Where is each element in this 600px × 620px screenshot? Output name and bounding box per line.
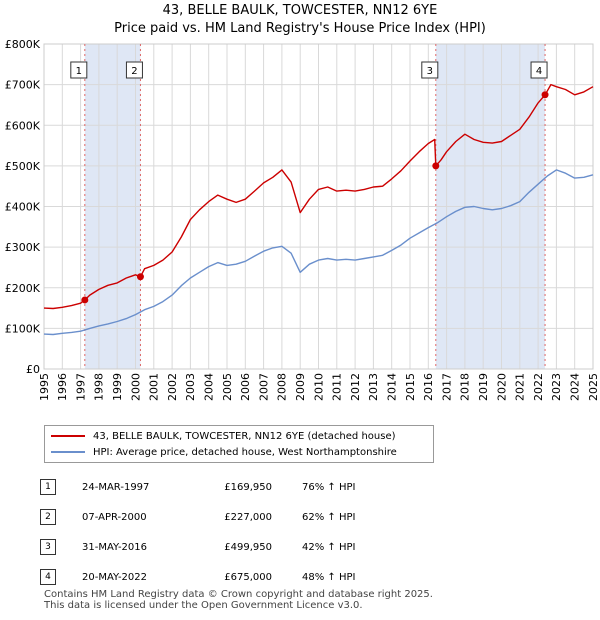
x-tick-label: 2019 (477, 373, 490, 401)
chart-title: 43, BELLE BAULK, TOWCESTER, NN12 6YE Pri… (0, 2, 600, 38)
x-tick-label: 2011 (331, 373, 344, 401)
x-tick-label: 2008 (276, 373, 289, 401)
x-tick-label: 2023 (550, 373, 563, 401)
sale-label-number: 2 (131, 66, 137, 77)
sale-label-box (125, 61, 143, 79)
x-tick-label: 2015 (404, 373, 417, 401)
footer: Contains HM Land Registry data © Crown c… (44, 589, 433, 611)
price-chart: £0 £100K £200K £300K £400K £500K £600K £700K £80… (5, 38, 600, 401)
y-tick-label: £400K (5, 201, 41, 214)
y-tick-label: £500K (5, 160, 41, 173)
x-tick-label: 2025 (587, 373, 600, 401)
sales-table: 1 24-MAR-1997 £169,950 76% ↑ HPI 2 07-AP… (40, 472, 392, 592)
y-tick-label: £200K (5, 282, 41, 295)
sale-hpi-change: 62% ↑ HPI (302, 511, 356, 523)
table-row: 1 24-MAR-1997 £169,950 76% ↑ HPI (40, 472, 392, 502)
table-row: 2 07-APR-2000 £227,000 62% ↑ HPI (40, 502, 392, 532)
legend-swatch-hpi (51, 451, 85, 453)
sale-price: £675,000 (224, 571, 272, 583)
x-tick-label: 2001 (148, 373, 161, 401)
footer-copyright: Contains HM Land Registry data © Crown c… (44, 589, 433, 600)
title-line-2: Price paid vs. HM Land Registry's House … (114, 21, 486, 36)
sale-date: 24-MAR-1997 (82, 481, 150, 493)
x-tick-label: 2017 (440, 373, 453, 401)
legend-item-hpi: HPI: Average price, detached house, West… (51, 444, 397, 460)
x-tick-label: 2018 (459, 373, 472, 401)
x-tick-label: 2007 (257, 373, 270, 401)
legend-item-property: 43, BELLE BAULK, TOWCESTER, NN12 6YE (de… (51, 428, 396, 444)
sale-hpi-change: 42% ↑ HPI (302, 541, 356, 553)
legend-label-property: 43, BELLE BAULK, TOWCESTER, NN12 6YE (de… (93, 430, 396, 442)
x-tick-label: 2024 (569, 373, 582, 401)
sale-label-box (530, 61, 548, 79)
x-tick-label: 2020 (495, 373, 508, 401)
x-tick-label: 2022 (532, 373, 545, 401)
y-tick-label: £700K (5, 79, 41, 92)
sale-price: £499,950 (224, 541, 272, 553)
x-tick-label: 1996 (56, 373, 69, 401)
x-tick-label: 2004 (203, 373, 216, 401)
x-tick-label: 2009 (294, 373, 307, 401)
x-tick-label: 2003 (184, 373, 197, 401)
plot-border (43, 43, 594, 370)
x-tick-label: 2002 (166, 373, 179, 401)
sale-point (541, 91, 549, 99)
x-tick-label: 2006 (239, 373, 252, 401)
x-tick-label: 2014 (386, 373, 399, 401)
sale-point (81, 296, 89, 304)
table-row: 3 31-MAY-2016 £499,950 42% ↑ HPI (40, 532, 392, 562)
legend-swatch-property (51, 435, 85, 437)
sale-date: 20-MAY-2022 (82, 571, 148, 583)
sale-hpi-change: 48% ↑ HPI (302, 571, 356, 583)
sale-point (136, 273, 144, 281)
sale-hpi-change: 76% ↑ HPI (302, 481, 356, 493)
sale-price: £169,950 (224, 481, 272, 493)
sale-number-badge: 1 (40, 479, 56, 495)
sale-label-box (70, 61, 88, 79)
x-tick-label: 2016 (422, 373, 435, 401)
sale-label-number: 4 (536, 66, 542, 77)
y-tick-label: £100K (5, 322, 41, 335)
x-tick-label: 2000 (129, 373, 142, 401)
x-tick-label: 2012 (349, 373, 362, 401)
y-tick-label: £0 (26, 363, 40, 376)
sale-point (432, 162, 440, 170)
legend-label-hpi: HPI: Average price, detached house, West… (93, 446, 397, 458)
y-tick-label: £600K (5, 119, 41, 132)
x-tick-label: 2021 (514, 373, 527, 401)
footer-licence: This data is licensed under the Open Gov… (44, 600, 363, 611)
legend: 43, BELLE BAULK, TOWCESTER, NN12 6YE (de… (44, 425, 434, 463)
sale-price: £227,000 (224, 511, 272, 523)
x-tick-label: 1997 (74, 373, 87, 401)
title-line-1: 43, BELLE BAULK, TOWCESTER, NN12 6YE (162, 3, 438, 18)
x-tick-label: 2005 (221, 373, 234, 401)
sale-label-box (421, 61, 439, 79)
x-tick-label: 2013 (367, 373, 380, 401)
x-tick-label: 2010 (312, 373, 325, 401)
sale-number-badge: 4 (40, 569, 56, 585)
sale-date: 07-APR-2000 (82, 511, 147, 523)
x-tick-label: 1995 (38, 373, 51, 401)
y-tick-label: £300K (5, 241, 41, 254)
sale-label-number: 3 (427, 66, 433, 77)
sale-label-number: 1 (76, 66, 82, 77)
sale-number-badge: 3 (40, 539, 56, 555)
sale-number-badge: 2 (40, 509, 56, 525)
sale-date: 31-MAY-2016 (82, 541, 148, 553)
x-tick-label: 1999 (111, 373, 124, 401)
y-tick-label: £800K (5, 38, 41, 51)
table-row: 4 20-MAY-2022 £675,000 48% ↑ HPI (40, 562, 392, 592)
series-line-hpi (43, 169, 594, 336)
x-tick-label: 1998 (93, 373, 106, 401)
series-line-property (43, 83, 594, 310)
